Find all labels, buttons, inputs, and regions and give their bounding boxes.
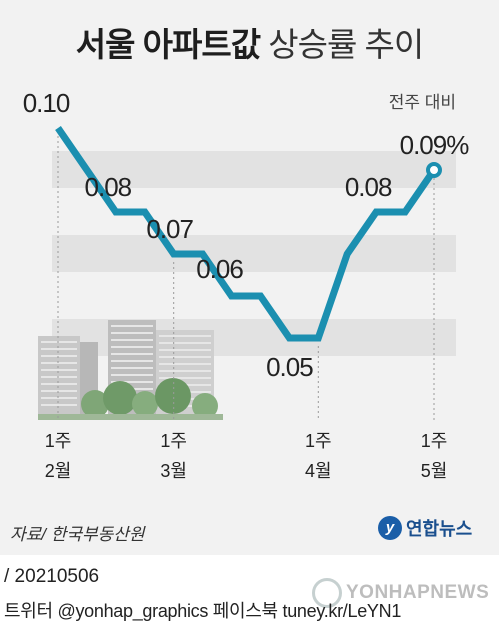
yonhap-logo-text: 연합뉴스 xyxy=(406,519,473,539)
x-tick-month: 3월 xyxy=(160,461,187,481)
value-label: 0.06 xyxy=(196,254,243,284)
x-tick-week: 1주 xyxy=(305,431,332,451)
tree xyxy=(155,378,191,414)
watermark: YONHAPNEWS xyxy=(312,578,489,608)
value-label: 0.05 xyxy=(266,352,313,382)
line-chart: 0.100.080.070.060.050.080.09% 1주2월1주3월1주… xyxy=(23,88,471,481)
value-label: 0.09% xyxy=(400,130,470,160)
chart-title: 서울 아파트값 상승률 추이 xyxy=(0,18,499,66)
series-line xyxy=(55,126,442,342)
tree xyxy=(192,393,218,419)
series-path xyxy=(55,126,437,342)
yonhap-logo: y 연합뉴스 xyxy=(378,515,472,541)
grid-band xyxy=(52,235,456,272)
social-links: 트위터 @yonhap_graphics 페이스북 tuney.kr/LeYN1 xyxy=(4,601,402,621)
tick-guides xyxy=(57,136,435,420)
infographic-card xyxy=(0,0,499,555)
tree xyxy=(132,391,158,417)
x-tick-week: 1주 xyxy=(45,431,72,451)
value-labels: 0.10 0.08 0.070.06 0.05 0.08 0.09% xyxy=(23,88,471,382)
value-label: 0.07 xyxy=(146,214,193,244)
yonhap-logo-icon: y xyxy=(378,516,402,540)
title-bold: 서울 아파트값 xyxy=(75,26,261,63)
date-stamp: / 20210506 xyxy=(4,566,100,587)
source-label: 자료/ 한국부동산원 xyxy=(10,525,145,544)
watermark-text: YONHAPNEWS xyxy=(346,582,490,603)
grid-band xyxy=(52,151,456,188)
end-point-marker xyxy=(426,162,442,178)
x-tick-month: 5월 xyxy=(421,461,448,481)
x-tick-week: 1주 xyxy=(160,431,187,451)
x-tick-month: 4월 xyxy=(305,461,332,481)
ground xyxy=(38,414,223,420)
tree xyxy=(103,381,137,415)
title-light: 상승률 추이 xyxy=(268,26,424,63)
x-tick-week: 1주 xyxy=(421,431,448,451)
value-label: 0.08 xyxy=(345,172,392,202)
x-tick-labels: 1주 2월 1주 3월 1주 4월 1주 5월 xyxy=(45,431,448,481)
value-label: 0.08 xyxy=(85,172,132,202)
watermark-icon xyxy=(312,578,342,608)
x-tick-month: 2월 xyxy=(45,461,72,481)
unit-label: 전주 대비 xyxy=(388,93,456,112)
value-label: 0.10 xyxy=(23,88,70,118)
tree xyxy=(81,390,109,418)
apartment-illustration xyxy=(38,320,223,420)
